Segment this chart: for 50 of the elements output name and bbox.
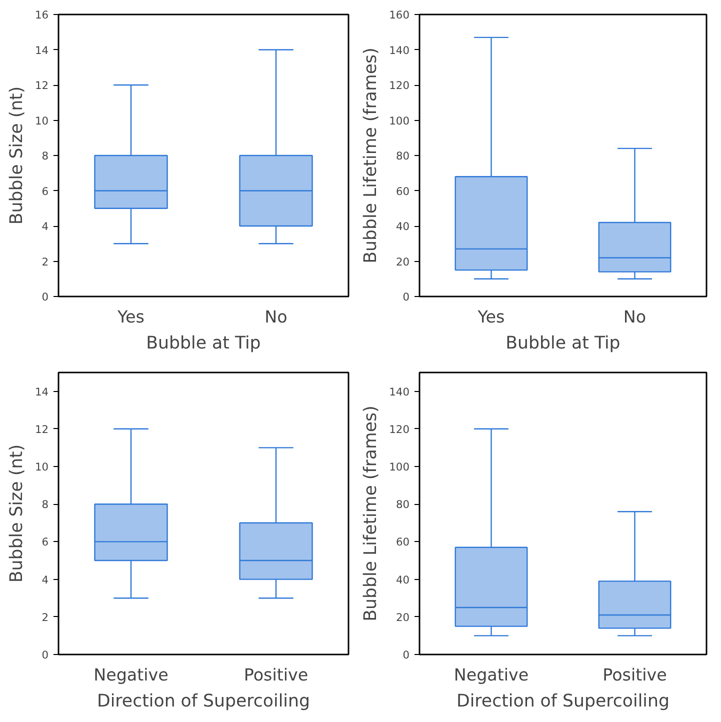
y-tick-label: 160 bbox=[389, 8, 410, 22]
x-tick-label: Yes bbox=[476, 308, 505, 326]
y-tick-label: 4 bbox=[42, 573, 49, 586]
y-tick-label: 14 bbox=[34, 385, 49, 398]
y-tick-label: 20 bbox=[396, 255, 410, 268]
x-axis-title: Bubble at Tip bbox=[506, 334, 620, 354]
y-tick-label: 16 bbox=[34, 8, 49, 22]
x-axis-title: Bubble at Tip bbox=[146, 334, 261, 354]
y-tick-label: 12 bbox=[34, 79, 49, 92]
y-tick-label: 0 bbox=[42, 290, 49, 304]
y-tick-label: 14 bbox=[34, 44, 49, 57]
x-axis-title: Direction of Supercoiling bbox=[97, 692, 310, 712]
x-tick-label: Positive bbox=[602, 666, 667, 684]
x-tick-label: No bbox=[623, 308, 646, 326]
y-axis-title: Bubble Lifetime (frames) bbox=[361, 406, 382, 622]
y-tick-label: 80 bbox=[396, 498, 410, 512]
y-tick-label: 2 bbox=[42, 255, 48, 268]
y-axis-title: Bubble Lifetime (frames) bbox=[361, 48, 382, 264]
x-axis-title: Direction of Supercoiling bbox=[456, 692, 670, 712]
y-tick-label: 0 bbox=[402, 648, 410, 662]
y-tick-label: 140 bbox=[389, 385, 410, 398]
x-tick-label: No bbox=[264, 308, 288, 326]
x-tick-label: Negative bbox=[454, 666, 529, 684]
y-tick-label: 8 bbox=[42, 498, 49, 512]
y-tick-label: 120 bbox=[389, 79, 410, 92]
x-tick-label: Yes bbox=[116, 308, 144, 326]
y-tick-label: 10 bbox=[34, 114, 49, 128]
y-tick-label: 0 bbox=[42, 648, 49, 662]
y-tick-label: 2 bbox=[42, 610, 48, 624]
x-tick-label: Negative bbox=[94, 666, 168, 684]
y-tick-label: 60 bbox=[396, 536, 410, 549]
y-tick-label: 80 bbox=[396, 150, 410, 162]
y-tick-label: 20 bbox=[396, 610, 410, 624]
y-tick-label: 0 bbox=[402, 290, 410, 304]
y-tick-label: 140 bbox=[389, 44, 410, 57]
y-tick-label: 12 bbox=[34, 422, 49, 436]
y-tick-label: 6 bbox=[42, 184, 49, 198]
y-tick-label: 40 bbox=[396, 220, 410, 233]
y-axis-title: Bubble Size (nt) bbox=[6, 444, 27, 583]
y-tick-label: 40 bbox=[396, 573, 410, 586]
y-axis-title: Bubble Size (nt) bbox=[6, 86, 27, 225]
y-tick-label: 60 bbox=[396, 184, 410, 198]
y-tick-label: 4 bbox=[42, 220, 49, 233]
y-tick-label: 100 bbox=[389, 114, 410, 128]
x-tick-label: Positive bbox=[244, 666, 308, 684]
y-tick-label: 120 bbox=[389, 422, 410, 436]
y-tick-label: 10 bbox=[34, 460, 49, 474]
y-tick-label: 8 bbox=[42, 150, 49, 162]
y-tick-label: 100 bbox=[389, 460, 410, 474]
y-tick-label: 6 bbox=[42, 536, 49, 549]
